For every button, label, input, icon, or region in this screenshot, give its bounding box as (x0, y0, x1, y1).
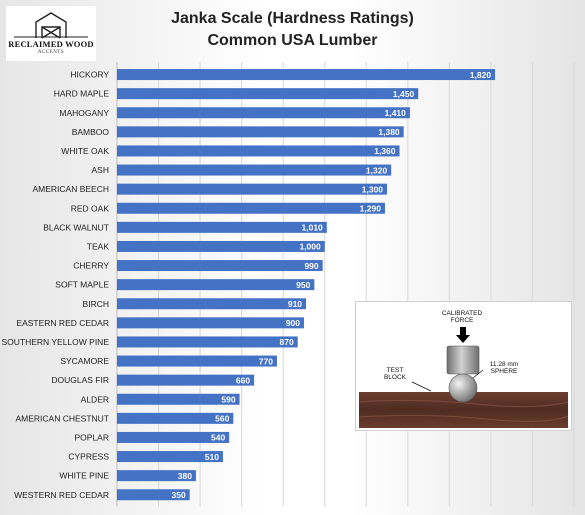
chart-subtitle: Common USA Lumber (207, 32, 378, 49)
category-label: RED OAK (71, 203, 110, 213)
category-label: TEAK (87, 241, 110, 251)
category-label: DOUGLAS FIR (51, 375, 109, 385)
category-label: SOFT MAPLE (55, 280, 109, 290)
category-label: HARD MAPLE (54, 89, 110, 99)
category-label: SYCAMORE (60, 356, 109, 366)
data-label: 1,380 (378, 127, 400, 137)
category-label: ALDER (81, 394, 109, 404)
data-label: 910 (288, 299, 302, 309)
category-label: BIRCH (83, 299, 109, 309)
bar (117, 69, 496, 81)
data-label: 1,000 (299, 242, 321, 252)
bar (117, 489, 190, 501)
bar (117, 355, 277, 367)
calibrated-force-label: CALIBRATED FORCE (441, 310, 483, 324)
piston (446, 345, 480, 375)
bar (117, 126, 404, 138)
data-label: 560 (215, 414, 229, 424)
bar (117, 336, 298, 348)
data-label: 1,300 (362, 184, 384, 194)
bar (117, 107, 410, 119)
data-label: 1,360 (374, 146, 396, 156)
data-label: 870 (280, 337, 294, 347)
category-label: WHITE PINE (59, 471, 109, 481)
bar (117, 279, 315, 291)
logo-subtext: ACCENTS (37, 50, 65, 55)
data-label: 990 (304, 261, 318, 271)
data-label: 1,410 (385, 108, 407, 118)
data-label: 1,820 (470, 70, 492, 80)
bar (117, 145, 400, 157)
data-label: 510 (205, 452, 219, 462)
janka-test-diagram: CALIBRATED FORCE TEST BLOCK 11.28 mm SPH… (355, 301, 572, 431)
bar (117, 317, 304, 329)
data-label: 770 (259, 356, 273, 366)
data-label: 660 (236, 375, 250, 385)
bar (117, 183, 388, 195)
logo-wordmark: RECLAIMED WOOD (8, 39, 94, 49)
data-label: 590 (221, 394, 235, 404)
category-label: WESTERN RED CEDAR (14, 490, 109, 500)
bar (117, 412, 234, 424)
bar (117, 88, 419, 100)
janka-test-illustration (358, 327, 569, 428)
category-label: CHERRY (73, 261, 109, 271)
data-label: 1,450 (393, 89, 415, 99)
data-label: 900 (286, 318, 300, 328)
category-label: SOUTHERN YELLOW PINE (1, 337, 109, 347)
category-label: HICKORY (70, 70, 109, 80)
test-block-label: TEST BLOCK (383, 367, 407, 381)
bar (117, 202, 385, 214)
bar (117, 470, 196, 482)
category-label: EASTERN RED CEDAR (16, 318, 109, 328)
bar (117, 260, 323, 272)
bar (117, 374, 255, 386)
force-arrow (456, 327, 470, 343)
bar (117, 221, 327, 233)
bar (117, 393, 240, 405)
sphere-label: 11.28 mm SPHERE (489, 361, 519, 375)
data-label: 350 (172, 490, 186, 500)
barn-icon (14, 12, 88, 39)
category-label: AMERICAN CHESTNUT (15, 413, 109, 423)
category-label: WHITE OAK (61, 146, 109, 156)
category-label: BLACK WALNUT (43, 222, 109, 232)
data-label: 380 (178, 471, 192, 481)
bar (117, 240, 325, 252)
reclaimed-wood-logo: RECLAIMED WOOD ACCENTS (6, 6, 96, 61)
bar (117, 451, 223, 463)
bar (117, 431, 230, 443)
bar (117, 164, 392, 176)
data-label: 540 (211, 433, 225, 443)
data-label: 1,010 (302, 223, 324, 233)
category-label: CYPRESS (68, 452, 109, 462)
test-sphere (448, 373, 478, 403)
data-label: 1,320 (366, 165, 388, 175)
category-label: AMERICAN BEECH (32, 184, 109, 194)
category-label: ASH (92, 165, 109, 175)
category-label: BAMBOO (72, 127, 110, 137)
data-label: 1,290 (360, 203, 382, 213)
chart-title: Janka Scale (Hardness Ratings) (171, 10, 414, 27)
category-label: POPLAR (75, 432, 110, 442)
category-label: MAHOGANY (59, 108, 109, 118)
bar (117, 298, 307, 310)
data-label: 950 (296, 280, 310, 290)
